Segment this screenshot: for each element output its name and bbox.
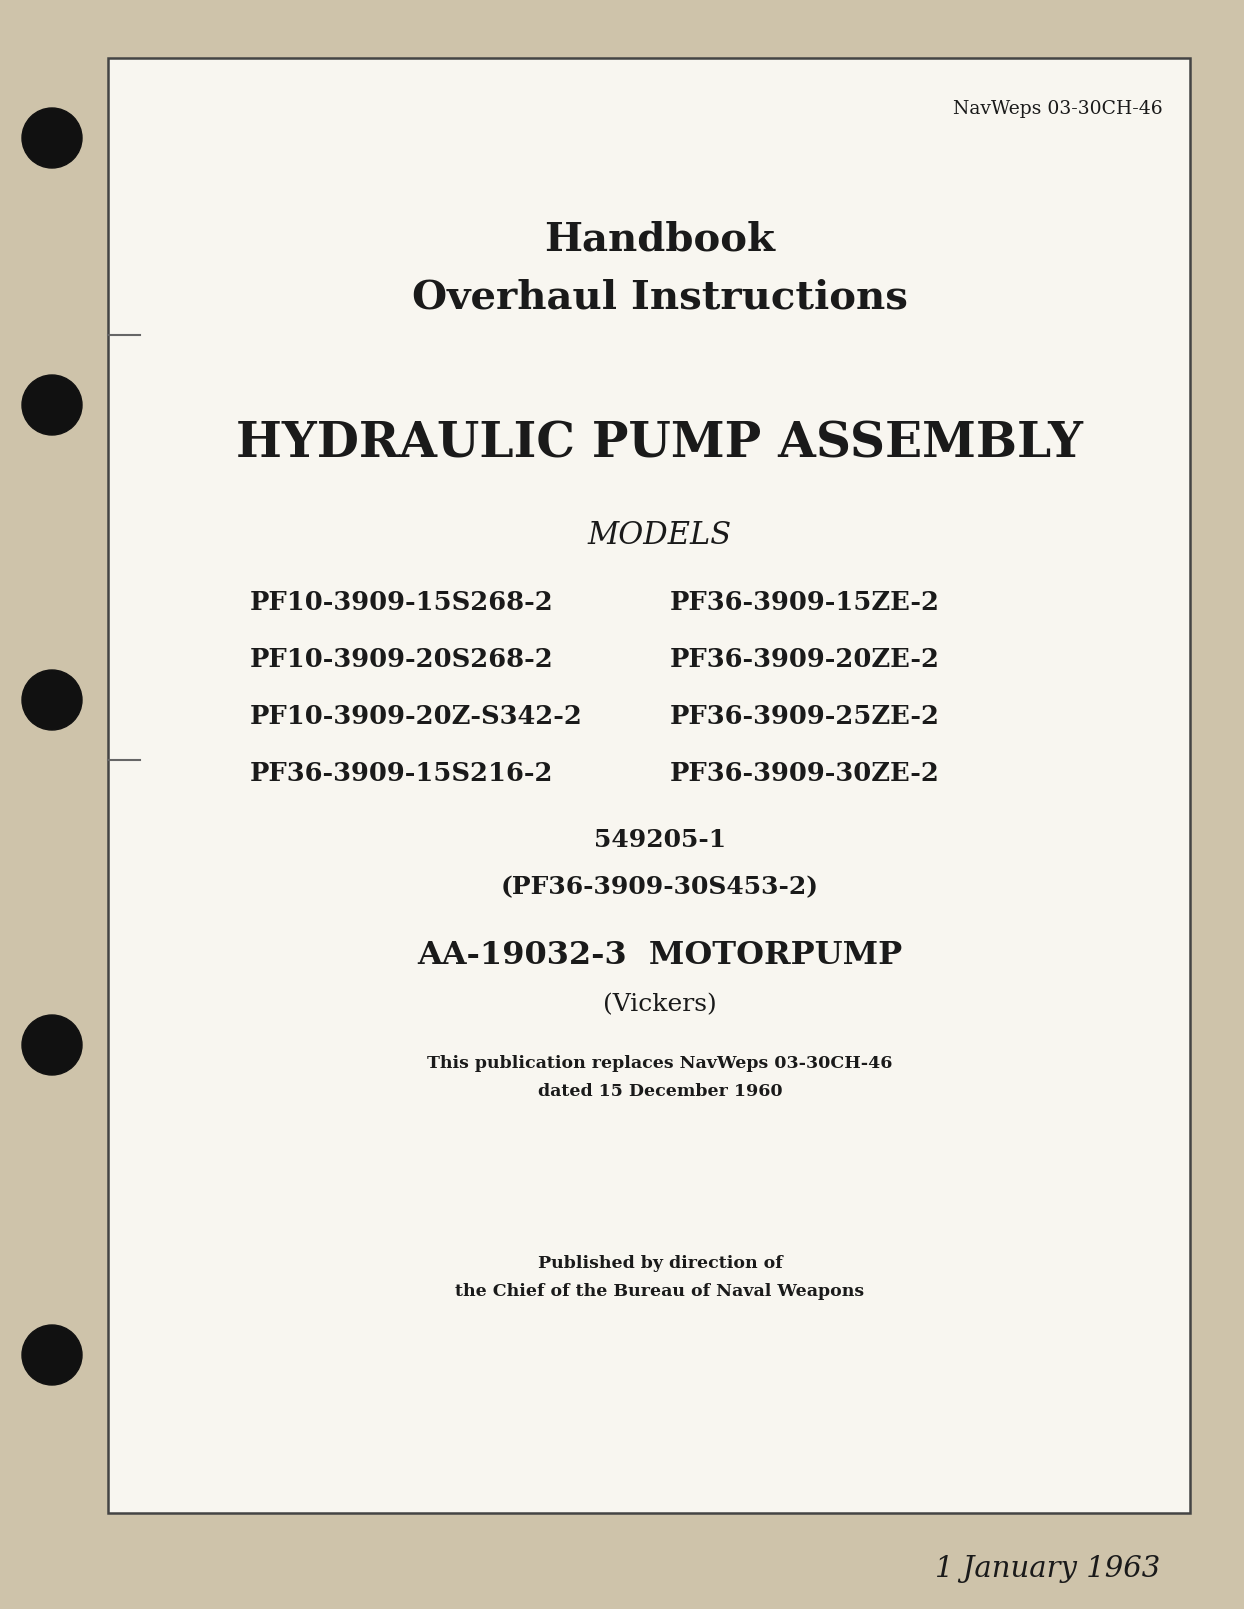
Circle shape [22, 1015, 82, 1075]
Circle shape [22, 375, 82, 434]
Text: 1 January 1963: 1 January 1963 [934, 1554, 1159, 1583]
Text: This publication replaces NavWeps 03-30CH-46: This publication replaces NavWeps 03-30C… [427, 1056, 893, 1072]
Circle shape [22, 1324, 82, 1385]
Text: HYDRAULIC PUMP ASSEMBLY: HYDRAULIC PUMP ASSEMBLY [236, 420, 1084, 467]
Text: PF36-3909-15S216-2: PF36-3909-15S216-2 [250, 761, 554, 787]
Text: Published by direction of: Published by direction of [537, 1255, 782, 1273]
Text: PF36-3909-30ZE-2: PF36-3909-30ZE-2 [671, 761, 940, 787]
Text: Overhaul Instructions: Overhaul Instructions [412, 278, 908, 315]
Text: 549205-1: 549205-1 [593, 829, 726, 853]
Text: the Chief of the Bureau of Naval Weapons: the Chief of the Bureau of Naval Weapons [455, 1282, 865, 1300]
Text: Handbook: Handbook [545, 220, 775, 257]
Text: PF10-3909-20S268-2: PF10-3909-20S268-2 [250, 647, 554, 673]
Text: AA-19032-3  MOTORPUMP: AA-19032-3 MOTORPUMP [418, 940, 903, 970]
Text: (PF36-3909-30S453-2): (PF36-3909-30S453-2) [501, 875, 819, 899]
Text: PF10-3909-20Z-S342-2: PF10-3909-20Z-S342-2 [250, 705, 583, 729]
Text: dated 15 December 1960: dated 15 December 1960 [537, 1083, 782, 1101]
Text: (Vickers): (Vickers) [603, 993, 717, 1015]
Circle shape [22, 108, 82, 167]
Text: PF10-3909-15S268-2: PF10-3909-15S268-2 [250, 591, 554, 615]
Circle shape [22, 669, 82, 730]
Bar [108, 58, 1191, 1512]
Text: PF36-3909-20ZE-2: PF36-3909-20ZE-2 [671, 647, 940, 673]
Text: PF36-3909-15ZE-2: PF36-3909-15ZE-2 [671, 591, 940, 615]
Text: MODELS: MODELS [588, 520, 731, 550]
Text: NavWeps 03-30CH-46: NavWeps 03-30CH-46 [953, 100, 1163, 117]
Text: PF36-3909-25ZE-2: PF36-3909-25ZE-2 [671, 705, 940, 729]
